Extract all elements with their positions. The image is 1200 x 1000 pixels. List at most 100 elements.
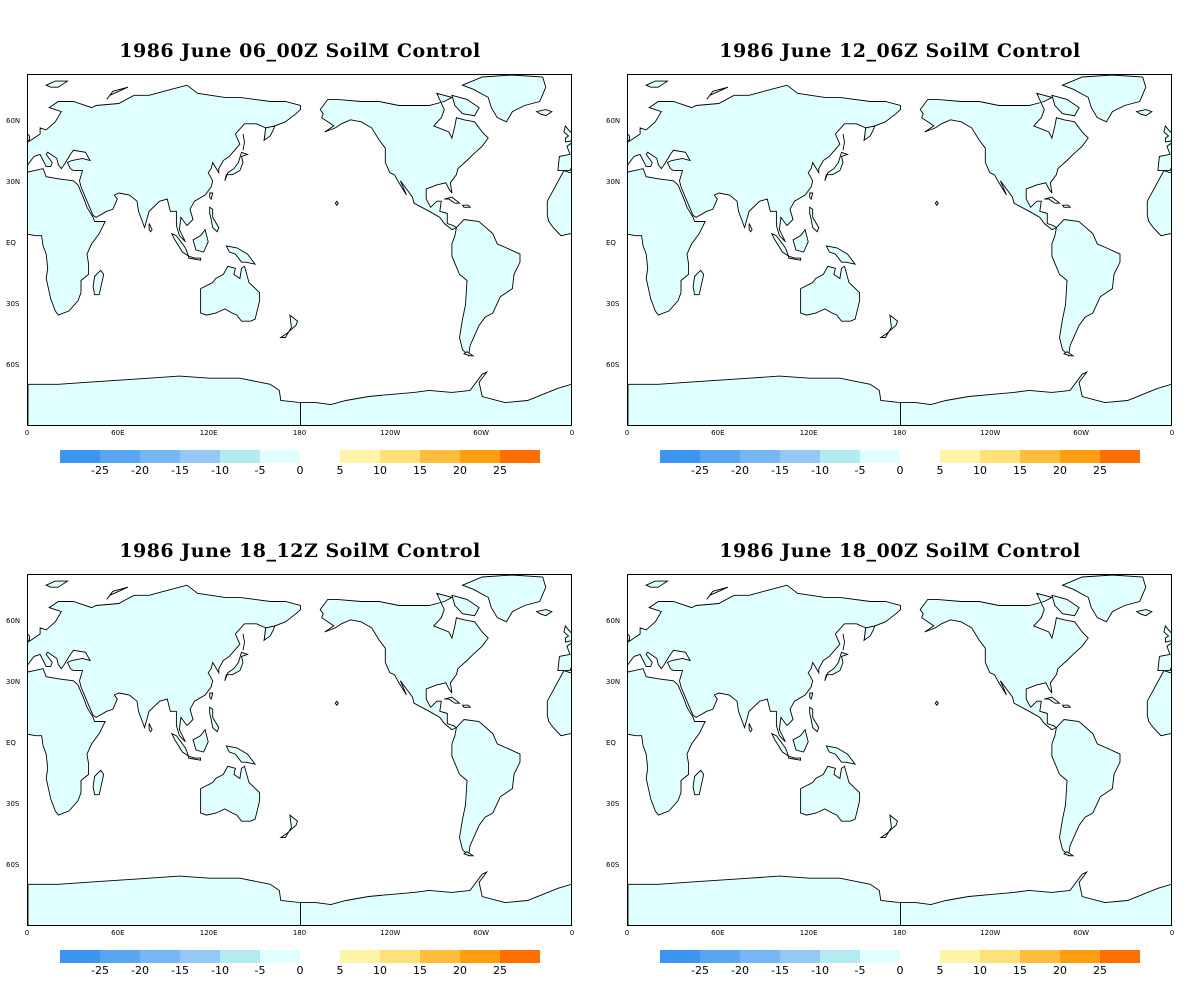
landmass-kamchatka [863,125,876,142]
colorbar-tick-label: -5 [254,464,266,477]
landmass-iceland [1135,109,1153,117]
colorbar-tick-label: 15 [413,964,427,977]
landmass-antarctica [300,370,571,425]
world-map [28,75,571,425]
colorbar-swatch [220,450,260,463]
landmass-greenland [1061,575,1147,623]
colorbar-swatch [780,450,820,463]
longitude-tick-label: 0 [569,929,575,937]
landmass-sakhalin [842,133,845,151]
colorbar-tick-label: 10 [973,464,987,477]
landmass-africa [28,668,571,816]
landmass-south-america [1051,719,1121,857]
landmass-sakhalin [842,633,845,651]
longitude-tick-label: 0 [24,929,30,937]
colorbar-tick-label: -10 [211,964,229,977]
colorbar-swatch [260,450,300,463]
map-panel: 1986 June 18_12Z SoilM Control 60N 30N EQ 30… [0,500,600,1000]
landmass-antarctica [628,375,901,425]
colorbar-tick-label: -15 [771,464,789,477]
colorbar-tick-label: 5 [336,464,344,477]
landmass-eurasia [628,84,1171,243]
longitude-tick-label: 180 [892,429,907,437]
map-frame [627,74,1172,426]
latitude-tick-label: 60S [606,860,620,869]
landmass-iceland [1135,609,1153,617]
colorbar-tick-label: 25 [1093,964,1107,977]
landmass-philippines [809,706,820,733]
landmass-kamchatka [863,625,876,642]
landmass-australia [200,265,261,322]
colorbar-swatch [1060,450,1100,463]
landmass-greenland [1061,75,1147,123]
colorbar-tick-label: 20 [453,464,467,477]
panel-title: 1986 June 18_12Z SoilM Control [119,540,481,562]
landmass-sri-lanka [148,223,153,233]
colorbar-tick-label: 15 [1013,964,1027,977]
landmass-baffin [1051,94,1080,117]
colorbar-swatch [260,950,300,963]
landmass-java [188,755,202,761]
colorbar-swatch [740,950,780,963]
landmass-svalbard [645,80,669,88]
colorbar-swatch [740,450,780,463]
landmass-uk [628,624,1171,643]
colorbar-tick-label: -25 [691,964,709,977]
longitude-tick-label: 60W [1073,929,1090,937]
longitude-tick-label: 120E [799,429,818,437]
world-map [628,75,1171,425]
landmass-japan [224,651,249,681]
landmass-philippines [209,706,220,733]
latitude-tick-label: EQ [6,238,16,247]
colorbar-tick-label: -20 [731,964,749,977]
colorbar-swatch [100,950,140,963]
landmass-new-zealand [279,814,299,838]
colorbar-tick-label: 15 [1013,464,1027,477]
landmass-novaya-zemlya [706,86,729,100]
landmass-taiwan [209,192,214,201]
longitude-tick-label: 0 [1169,929,1175,937]
longitude-tick-label: 180 [292,929,307,937]
landmass-new-zealand [879,814,899,838]
longitude-tick-label: 0 [624,929,630,937]
landmass-new-guinea [225,245,257,265]
latitude-tick-label: 30S [606,299,620,308]
colorbar-tick-label: -10 [811,964,829,977]
map-frame [627,574,1172,926]
colorbar-swatch [700,950,740,963]
landmass-north-america [319,92,489,231]
colorbar-tick-label: 10 [973,964,987,977]
colorbar-tick-label: 0 [296,964,304,977]
landmass-madagascar [692,269,705,296]
colorbar-tick-label: 20 [453,964,467,977]
colorbar-tick-label: -5 [854,464,866,477]
landmass-baffin [451,94,480,117]
latitude-tick-label: 30N [6,177,21,186]
landmass-borneo [192,228,209,253]
latitude-tick-label: 60N [606,116,621,125]
colorbar-tick-label: -15 [171,464,189,477]
longitude-tick-label: 60E [711,429,725,437]
landmass-japan [824,651,849,681]
latitude-tick-label: 30S [6,799,20,808]
landmass-novaya-zemlya [106,586,129,600]
world-map [628,575,1171,925]
latitude-tick-label: 30N [606,677,621,686]
colorbar-swatch [1020,950,1060,963]
landmass-new-guinea [825,745,857,765]
landmass-baffin [451,594,480,617]
latitude-tick-label: EQ [6,738,16,747]
colorbar-tick-label: 0 [896,464,904,477]
landmass-antarctica [28,375,301,425]
longitude-tick-label: 0 [569,429,575,437]
colorbar-positive [340,450,540,463]
landmass-eurasia [628,584,1171,743]
landmass-madagascar [92,769,105,796]
latitude-tick-label: 60S [6,360,20,369]
landmass-hawaii [334,200,339,206]
landmass-caribbean [1061,204,1072,208]
landmass-north-america [919,592,1089,731]
landmass-africa [628,168,1171,316]
landmass-taiwan [809,192,814,201]
colorbar-negative [60,450,300,463]
